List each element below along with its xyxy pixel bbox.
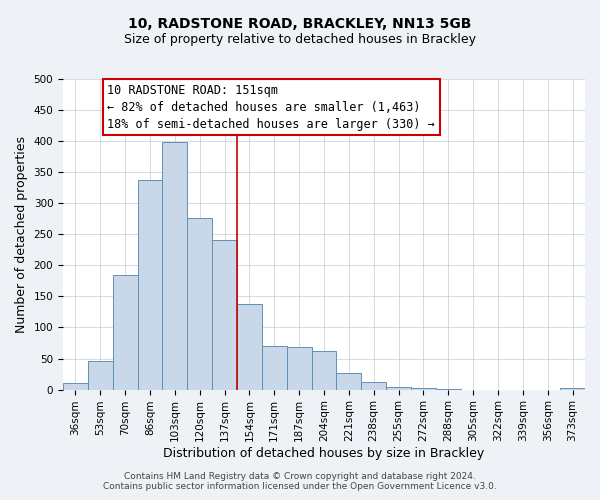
Bar	[386, 387, 411, 390]
Text: Contains HM Land Registry data © Crown copyright and database right 2024.
Contai: Contains HM Land Registry data © Crown c…	[103, 472, 497, 491]
Y-axis label: Number of detached properties: Number of detached properties	[15, 136, 28, 333]
Text: Size of property relative to detached houses in Brackley: Size of property relative to detached ho…	[124, 32, 476, 46]
Bar	[212, 240, 237, 390]
Bar	[63, 384, 88, 390]
Bar	[113, 276, 137, 390]
Text: 10, RADSTONE ROAD, BRACKLEY, NN13 5GB: 10, RADSTONE ROAD, BRACKLEY, NN13 5GB	[128, 18, 472, 32]
Bar	[436, 389, 461, 390]
Bar	[137, 180, 163, 390]
Bar	[262, 346, 287, 390]
Bar	[560, 388, 585, 390]
Bar	[311, 351, 337, 390]
Bar	[88, 361, 113, 390]
Bar	[237, 304, 262, 390]
Bar	[361, 382, 386, 390]
Bar	[287, 348, 311, 390]
Text: 10 RADSTONE ROAD: 151sqm
← 82% of detached houses are smaller (1,463)
18% of sem: 10 RADSTONE ROAD: 151sqm ← 82% of detach…	[107, 84, 435, 130]
Bar	[187, 218, 212, 390]
Bar	[411, 388, 436, 390]
X-axis label: Distribution of detached houses by size in Brackley: Distribution of detached houses by size …	[163, 447, 485, 460]
Bar	[163, 142, 187, 390]
Bar	[337, 374, 361, 390]
